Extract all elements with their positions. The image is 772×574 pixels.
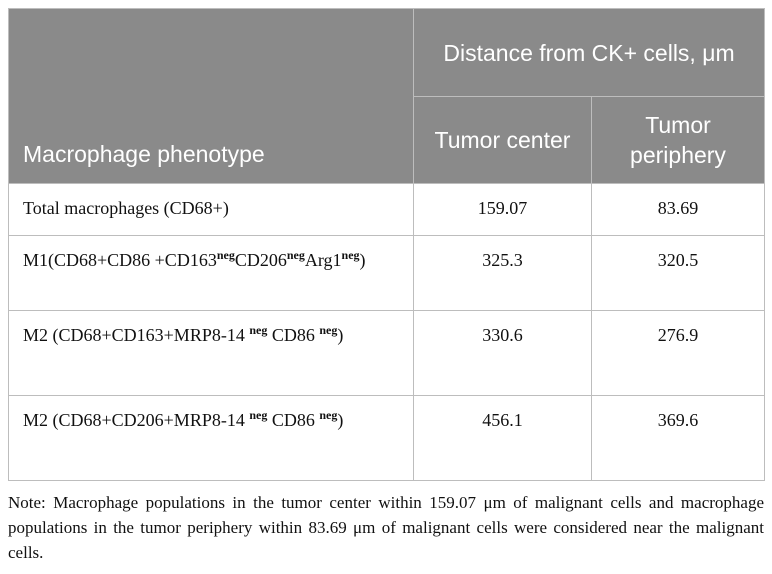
table-row: M1(CD68+CD86 +CD163negCD206negArg1neg) 32… xyxy=(8,235,765,311)
periphery-value: 276.9 xyxy=(591,310,765,396)
header-cell: Distance from CK+ cells, μm xyxy=(413,8,765,97)
table-row: Total macrophages (CD68+) 159.07 83.69 xyxy=(8,183,765,236)
label-text: CD86 xyxy=(267,410,320,430)
header-cell: Tumor periphery xyxy=(591,96,765,184)
table: Macrophage phenotype Distance from CK+ c… xyxy=(8,8,765,481)
label-text: CD86 xyxy=(267,325,320,345)
label-text: Total macrophages (CD68+) xyxy=(23,198,229,218)
superscript: neg xyxy=(286,248,305,262)
superscript: neg xyxy=(341,248,360,262)
periphery-value: 83.69 xyxy=(591,183,765,236)
superscript: neg xyxy=(319,323,338,337)
label-text: CD206 xyxy=(234,250,287,270)
center-value: 456.1 xyxy=(413,395,592,481)
superscript: neg xyxy=(319,408,338,422)
label-text: M2 (CD68+CD163+MRP8-14 xyxy=(23,325,250,345)
row-label: M2 (CD68+CD206+MRP8-14 neg CD86 neg) xyxy=(8,395,414,481)
label-text: ) xyxy=(337,410,344,430)
header-cell: Tumor center xyxy=(413,96,592,184)
periphery-value: 320.5 xyxy=(591,235,765,311)
center-value: 330.6 xyxy=(413,310,592,396)
label-text: Arg1 xyxy=(304,250,342,270)
table-note: Note: Macrophage populations in the tumo… xyxy=(8,493,764,562)
label-text: ) xyxy=(359,250,366,270)
center-value: 325.3 xyxy=(413,235,592,311)
table-row: M2 (CD68+CD206+MRP8-14 neg CD86 neg) 456.… xyxy=(8,395,765,481)
table-body: Total macrophages (CD68+) 159.07 83.69 M1(C… xyxy=(8,183,765,481)
label-text: M1(CD68+CD86 +CD163 xyxy=(23,250,217,270)
label-text: ) xyxy=(337,325,344,345)
table-row: M2 (CD68+CD163+MRP8-14 neg CD86 neg) 330.… xyxy=(8,310,765,396)
superscript: neg xyxy=(216,248,235,262)
row-label: Total macrophages (CD68+) xyxy=(8,183,414,236)
table-container: Macrophage phenotype Distance from CK+ c… xyxy=(8,8,765,565)
superscript: neg xyxy=(249,323,268,337)
row-label: M1(CD68+CD86 +CD163negCD206negArg1neg) xyxy=(8,235,414,311)
row-label: M2 (CD68+CD163+MRP8-14 neg CD86 neg) xyxy=(8,310,414,396)
header-cell: Macrophage phenotype xyxy=(8,8,414,184)
periphery-value: 369.6 xyxy=(591,395,765,481)
label-text: M2 (CD68+CD206+MRP8-14 xyxy=(23,410,250,430)
superscript: neg xyxy=(249,408,268,422)
center-value: 159.07 xyxy=(413,183,592,236)
